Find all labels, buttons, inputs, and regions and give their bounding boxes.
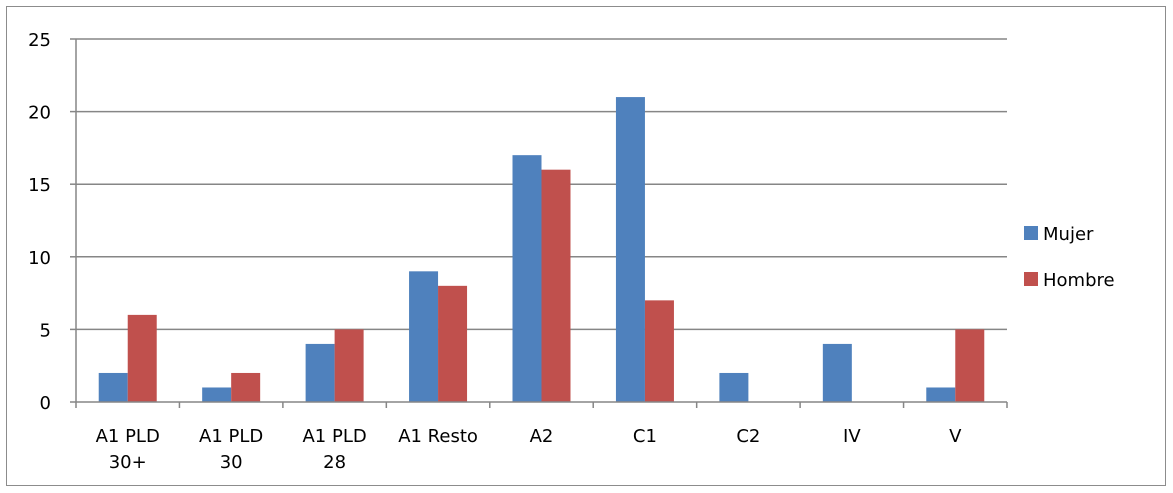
x-tick-label: IV — [843, 426, 861, 447]
bar-mujer-7 — [822, 343, 852, 402]
x-tick-label: A2 — [530, 426, 554, 447]
bar-mujer-3 — [409, 271, 439, 402]
bar-mujer-1 — [202, 387, 232, 402]
bar-mujer-4 — [512, 155, 542, 402]
bars — [98, 97, 985, 402]
y-tick-label: 0 — [40, 393, 51, 414]
x-tick-label: A1 PLD 30+ — [96, 426, 160, 473]
bar-hombre-0 — [127, 314, 157, 402]
legend-label-hombre: Hombre — [1043, 270, 1115, 291]
x-tick-label: A1 Resto — [398, 426, 478, 447]
y-tick-label: 10 — [28, 248, 51, 269]
bar-hombre-2 — [334, 329, 364, 402]
bar-mujer-2 — [305, 343, 335, 402]
chart-frame: 0 5 10 15 20 25 A1 PLD 30+ A1 PLD 30 A1 PLD 28 A1 Re… — [6, 6, 1166, 486]
x-tick-label: C2 — [736, 426, 760, 447]
bar-mujer-8 — [926, 387, 956, 402]
bar-mujer-5 — [615, 97, 645, 402]
legend-swatch-mujer — [1024, 226, 1038, 240]
y-tick-label: 25 — [28, 30, 51, 51]
axes: 0 5 10 15 20 25 A1 PLD 30+ A1 PLD 30 A1 PLD 28 A1 Re… — [28, 30, 1008, 473]
y-tick-label: 15 — [28, 175, 51, 196]
x-tick-label: A1 PLD 30 — [199, 426, 263, 473]
y-tick-label: 20 — [28, 103, 51, 124]
bar-hombre-8 — [955, 329, 985, 402]
x-tick-label: V — [949, 426, 962, 447]
x-tick-label: A1 PLD 28 — [302, 426, 366, 473]
bar-hombre-4 — [541, 169, 571, 402]
bar-mujer-6 — [719, 372, 749, 402]
bar-hombre-3 — [438, 285, 468, 402]
x-tick-label: C1 — [633, 426, 657, 447]
bar-chart: 0 5 10 15 20 25 A1 PLD 30+ A1 PLD 30 A1 PLD 28 A1 Re… — [28, 30, 1115, 473]
bar-mujer-0 — [98, 372, 128, 402]
bar-hombre-1 — [231, 372, 261, 402]
y-tick-label: 5 — [40, 320, 51, 341]
legend-label-mujer: Mujer — [1043, 224, 1094, 245]
bar-hombre-5 — [644, 300, 674, 402]
legend-swatch-hombre — [1024, 272, 1038, 286]
legend: Mujer Hombre — [1024, 224, 1115, 291]
